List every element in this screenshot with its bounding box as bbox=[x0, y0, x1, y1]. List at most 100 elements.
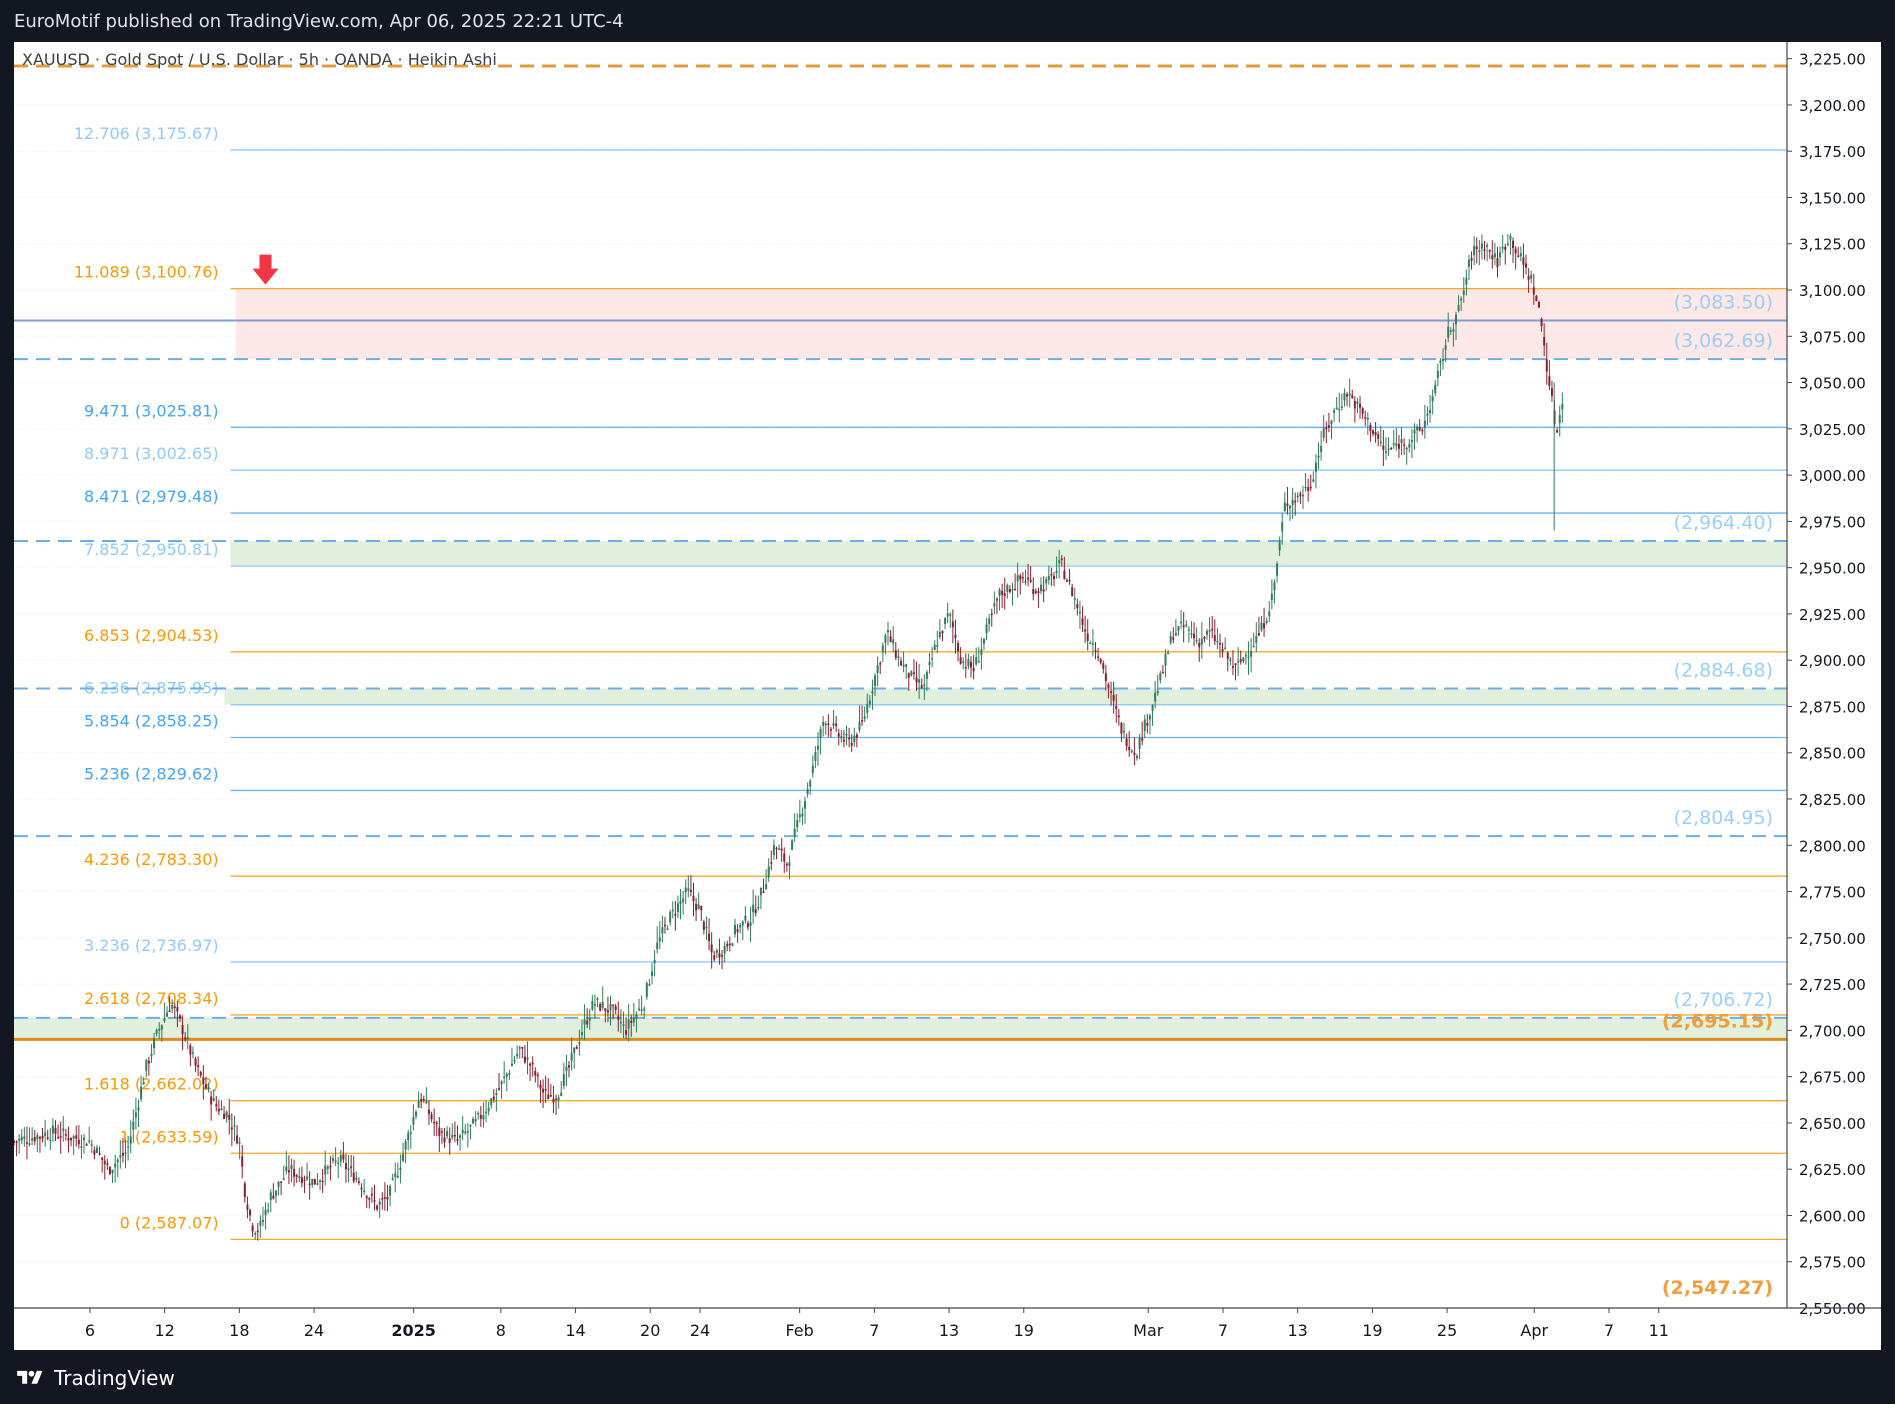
candle-body bbox=[1333, 410, 1336, 413]
candle-body bbox=[1169, 636, 1172, 643]
candle-body bbox=[137, 1107, 140, 1111]
tradingview-brand[interactable]: TradingView bbox=[14, 1366, 175, 1390]
candle-body bbox=[1102, 663, 1105, 669]
candle-body bbox=[41, 1135, 44, 1139]
candle-body bbox=[1296, 495, 1299, 498]
candle-body bbox=[612, 1004, 615, 1007]
candle-body bbox=[1182, 625, 1185, 628]
candle-body bbox=[848, 737, 851, 740]
candle-body bbox=[1517, 255, 1520, 258]
candle-body bbox=[54, 1127, 57, 1134]
candle-body bbox=[409, 1132, 412, 1134]
candle-body bbox=[980, 649, 983, 656]
candle-body bbox=[1527, 276, 1530, 280]
price-chart[interactable]: 12.706 (3,175.67) 11.089 (3,100.76) 9.471 … bbox=[14, 42, 1881, 1350]
candle-body bbox=[1110, 691, 1113, 693]
time-tick-label: 19 bbox=[1362, 1321, 1382, 1340]
candle-body bbox=[1322, 428, 1325, 438]
candle-body bbox=[1294, 500, 1297, 503]
candle-body bbox=[1151, 705, 1154, 711]
candle-body bbox=[303, 1179, 306, 1182]
candle-body bbox=[1055, 570, 1058, 573]
candle-body bbox=[733, 925, 736, 935]
candle-body bbox=[689, 889, 692, 893]
candle-body bbox=[1340, 406, 1343, 408]
candle-body bbox=[150, 1053, 153, 1057]
candle-body bbox=[822, 721, 825, 727]
candle-body bbox=[1138, 737, 1141, 749]
candle-body bbox=[570, 1053, 573, 1061]
candle-body bbox=[233, 1125, 236, 1127]
candle-body bbox=[44, 1132, 47, 1136]
candle-body bbox=[254, 1232, 257, 1235]
candle-body bbox=[215, 1104, 218, 1107]
candle-body bbox=[842, 739, 845, 742]
candle-body bbox=[207, 1086, 210, 1089]
candle-body bbox=[573, 1047, 576, 1054]
price-tick-label: 3,075.00 bbox=[1799, 328, 1866, 346]
fib-level-label: 12.706 (3,175.67) bbox=[74, 124, 219, 143]
candle-body bbox=[83, 1137, 86, 1140]
candle-body bbox=[1309, 486, 1312, 489]
candle-body bbox=[676, 903, 679, 913]
chart-area[interactable]: 12.706 (3,175.67) 11.089 (3,100.76) 9.471 … bbox=[14, 42, 1881, 1350]
candle-body bbox=[1094, 650, 1097, 652]
candle-body bbox=[344, 1163, 347, 1170]
candle-body bbox=[666, 928, 669, 931]
support-zone-lower bbox=[14, 1017, 1787, 1040]
candle-body bbox=[609, 1003, 612, 1011]
candle-body bbox=[1156, 691, 1159, 694]
zones bbox=[14, 288, 1787, 1040]
candle-body bbox=[827, 723, 830, 725]
candle-body bbox=[762, 891, 765, 894]
candle-body bbox=[970, 661, 973, 668]
candle-body bbox=[1390, 447, 1393, 450]
candle-body bbox=[220, 1108, 223, 1110]
price-tick-label: 3,225.00 bbox=[1799, 51, 1866, 69]
candle-body bbox=[306, 1176, 309, 1180]
candle-body bbox=[14, 1141, 15, 1143]
candle-body bbox=[1234, 663, 1237, 666]
candle-body bbox=[1146, 722, 1149, 726]
candle-body bbox=[645, 983, 648, 998]
candle-body bbox=[1525, 263, 1528, 268]
candle-body bbox=[674, 914, 677, 916]
candle-body bbox=[1190, 633, 1193, 635]
candle-body bbox=[568, 1065, 571, 1068]
price-tick-label: 3,150.00 bbox=[1799, 189, 1866, 207]
candle-body bbox=[1037, 591, 1040, 594]
candle-body bbox=[640, 1009, 643, 1012]
candle-body bbox=[1001, 590, 1004, 595]
candle-body bbox=[835, 723, 838, 726]
candle-body bbox=[1221, 649, 1224, 652]
candle-body bbox=[243, 1183, 246, 1198]
candle-body bbox=[427, 1109, 430, 1115]
candle-body bbox=[119, 1155, 122, 1158]
candle-body bbox=[578, 1042, 581, 1045]
candle-body bbox=[1283, 502, 1286, 512]
candle-body bbox=[1359, 403, 1362, 408]
candle-body bbox=[962, 661, 965, 664]
candle-body bbox=[352, 1172, 355, 1182]
candle-body bbox=[98, 1153, 101, 1155]
candle-body bbox=[596, 998, 599, 1000]
candle-body bbox=[1143, 719, 1146, 732]
candle-body bbox=[324, 1165, 327, 1175]
candle-body bbox=[414, 1111, 417, 1117]
candle-body bbox=[679, 900, 682, 904]
candle-body bbox=[542, 1088, 545, 1093]
candle-body bbox=[1465, 277, 1468, 285]
candle-body bbox=[920, 685, 923, 688]
price-tick-label: 3,025.00 bbox=[1799, 421, 1866, 439]
candle-body bbox=[975, 657, 978, 665]
candle-body bbox=[863, 716, 866, 719]
candle-body bbox=[1418, 426, 1421, 431]
fib-level-label: 2.618 (2,708.34) bbox=[84, 989, 219, 1008]
candle-body bbox=[365, 1196, 368, 1199]
candle-body bbox=[1270, 593, 1273, 601]
candle-body bbox=[1431, 396, 1434, 402]
candle-body bbox=[51, 1125, 54, 1134]
candle-body bbox=[1535, 295, 1538, 302]
candle-body bbox=[663, 924, 666, 927]
candle-body bbox=[702, 921, 705, 931]
